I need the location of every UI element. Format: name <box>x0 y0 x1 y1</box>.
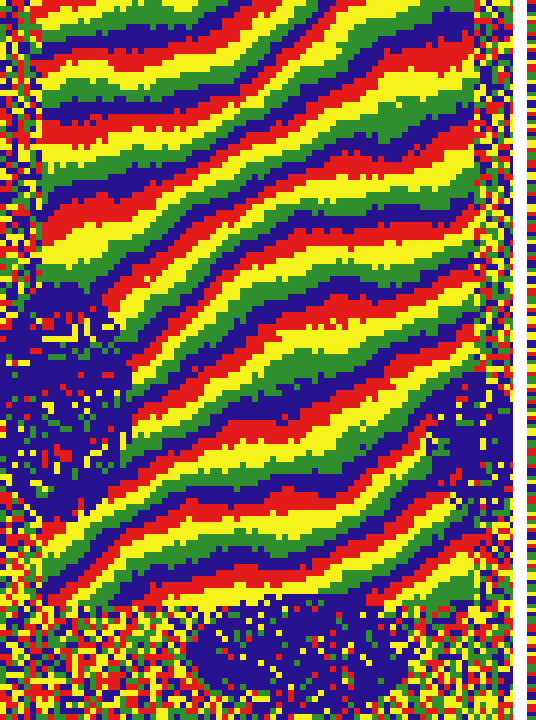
edge-strip-graphic <box>527 0 536 720</box>
phase-pattern-panel <box>0 0 513 720</box>
edge-color-strip <box>527 0 536 720</box>
panel-gap <box>513 0 527 720</box>
phase-pattern-graphic <box>0 0 513 720</box>
